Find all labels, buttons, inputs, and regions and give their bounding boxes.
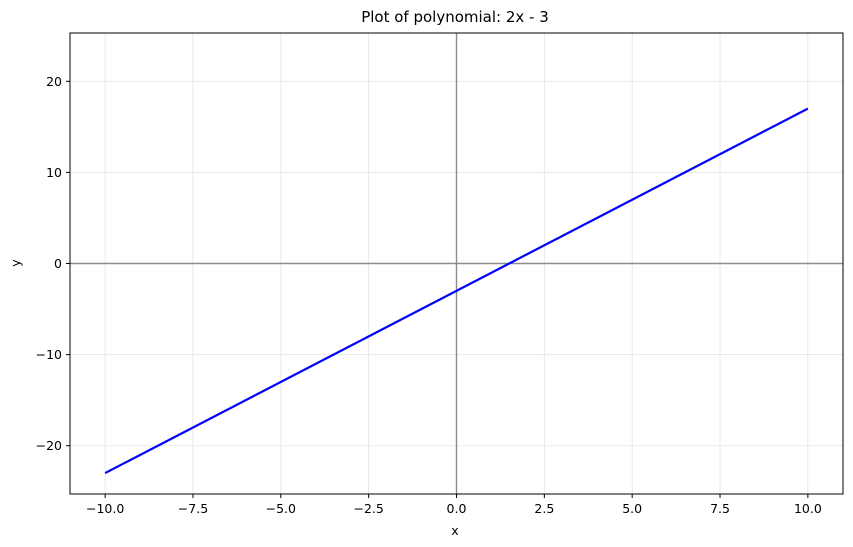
series-layer	[104, 107, 809, 475]
x-tick-label: −5.0	[266, 501, 296, 516]
reference-lines	[70, 33, 843, 494]
y-axis-title: y	[8, 259, 23, 267]
x-tick-label: −10.0	[86, 501, 124, 516]
y-tick-label: −10	[36, 347, 62, 362]
y-tick-label: 10	[46, 165, 62, 180]
x-tick-label: 5.0	[622, 501, 642, 516]
y-tick-label: −20	[36, 438, 62, 453]
y-tick-label: 20	[46, 74, 62, 89]
x-tick-label: 2.5	[534, 501, 554, 516]
x-tick-label: 10.0	[794, 501, 822, 516]
x-tick-label: −7.5	[178, 501, 208, 516]
series-line	[104, 107, 809, 475]
y-tick-label: 0	[54, 256, 62, 271]
x-axis-ticks: −10.0 −7.5 −5.0 −2.5 0.0 2.5 5.0 7.5 10.0	[86, 494, 822, 516]
y-axis-ticks: −20 −10 0 10 20	[36, 74, 70, 453]
x-tick-label: 7.5	[710, 501, 730, 516]
x-axis-title: x	[451, 523, 458, 538]
x-tick-label: 0.0	[447, 501, 467, 516]
chart-title: Plot of polynomial: 2x - 3	[361, 8, 549, 26]
x-tick-label: −2.5	[353, 501, 383, 516]
